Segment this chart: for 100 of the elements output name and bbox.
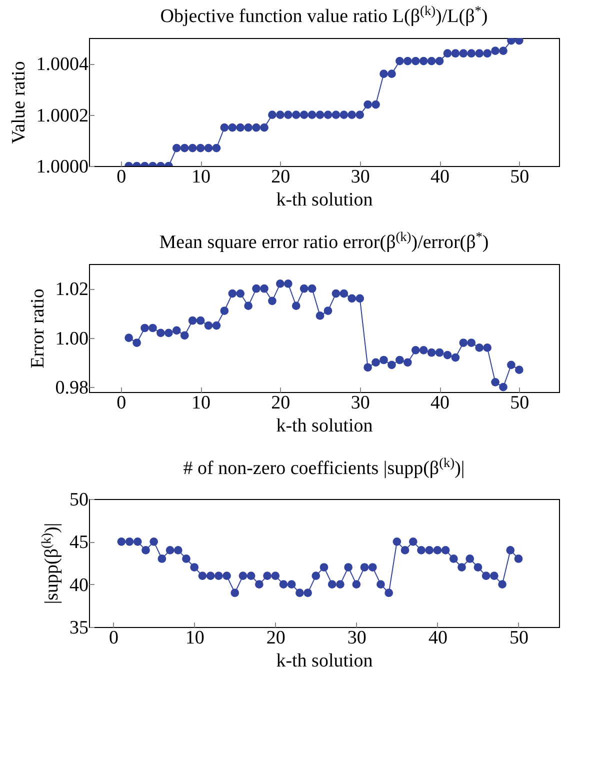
point [372,100,380,109]
point [206,572,215,580]
point [140,324,149,332]
point [332,289,340,298]
point [348,294,356,303]
point [236,123,245,132]
chart-title: # of non-zero coefficients |supp(β$^{(k)}$)| [183,454,465,479]
point [164,328,173,338]
point [190,563,199,572]
point [514,366,524,374]
point [117,537,126,546]
point [188,316,197,325]
point [459,49,468,58]
y-tick-label: 0.98 [55,378,88,399]
x-axis-title: k-th solution [276,650,374,672]
point [380,356,388,364]
x-tick-label: 40 [430,392,450,414]
x-tick-label: 40 [430,166,450,188]
x-tick-label: 0 [116,392,126,414]
point [150,537,158,546]
point [475,49,484,58]
point [507,38,516,45]
point [252,123,260,132]
point [198,572,207,580]
point [491,46,500,55]
point [435,348,444,357]
point [254,580,264,589]
point [214,572,223,580]
point [260,284,268,293]
point [435,56,444,66]
point [252,284,260,293]
point [364,100,372,109]
x-tick-label: 30 [347,628,366,648]
point [228,289,237,298]
point [132,338,141,347]
point [244,302,253,310]
point [356,110,364,119]
point [356,294,364,303]
y-tick-label: 50 [70,490,88,510]
point [236,289,245,298]
point [507,360,516,370]
point [142,546,150,554]
point [204,321,213,330]
point [419,56,428,66]
y-tick-label: 1.0002 [36,105,88,126]
point [328,580,336,589]
point [449,554,458,563]
point [344,563,352,572]
x-tick-label: 10 [192,166,211,188]
x-tick-label: 10 [185,628,204,648]
point [260,123,268,132]
point [287,580,296,589]
point [466,554,474,563]
point [308,110,316,119]
point [212,144,221,152]
x-tick-label: 20 [271,166,290,188]
point [196,144,205,152]
point [300,284,308,293]
x-axis-title: k-th solution [276,190,374,210]
point [395,56,404,66]
point [230,588,240,598]
point [296,588,304,598]
point [360,563,369,572]
point [380,70,388,78]
point [284,280,292,288]
y-tick-label: 45 [70,532,88,554]
point [148,324,157,332]
point [408,537,418,546]
point [324,306,332,315]
point [271,572,280,580]
point [483,344,492,352]
point [180,144,189,152]
point [125,537,134,546]
point [220,306,229,315]
point [491,378,500,386]
point [499,46,508,55]
point [304,588,312,598]
y-tick-label: 1.02 [55,279,88,300]
point [263,572,272,580]
point [312,572,320,580]
point [372,358,380,367]
y-axis-title: Value ratio [8,61,30,144]
point [124,334,134,342]
point [458,563,466,572]
point [196,316,205,325]
point [388,70,396,78]
point [433,546,442,554]
point [443,49,452,58]
point [228,123,237,132]
chart-title: Mean square error ratio error(β$^{(k)}$)/error(β$^{*}$) [159,228,489,253]
point [475,344,484,352]
x-tick-label: 10 [192,392,211,414]
point [172,144,181,152]
point [427,56,436,66]
x-tick-label: 20 [271,392,290,414]
point [514,38,524,45]
point [172,326,181,335]
point [400,546,410,554]
point [324,110,332,119]
point [336,580,344,589]
